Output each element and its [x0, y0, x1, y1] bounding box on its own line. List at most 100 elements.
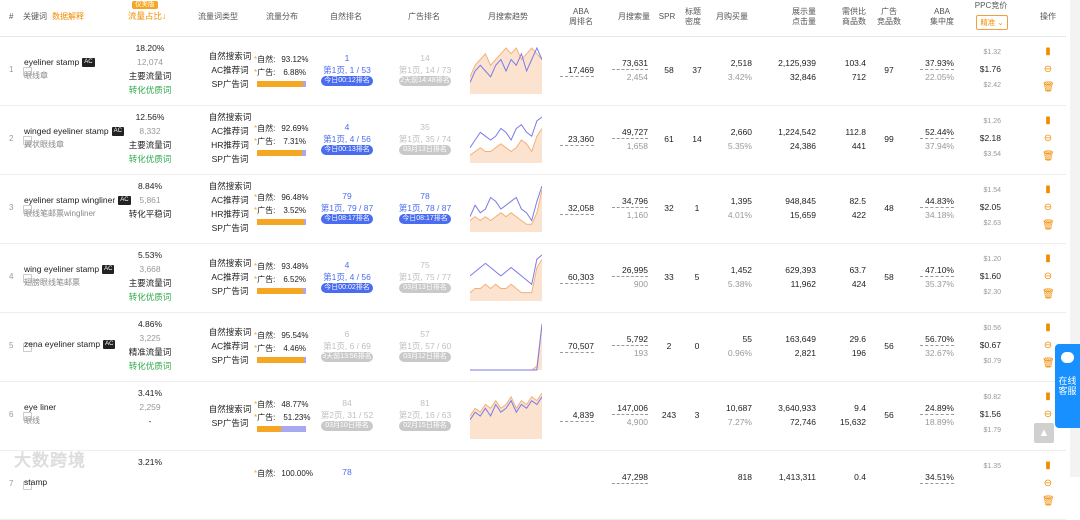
aba-concentration[interactable]: 47.10%	[920, 264, 954, 277]
aba-concentration[interactable]: 56.70%	[920, 333, 954, 346]
natural-share: *自然: 93.48%	[254, 262, 309, 271]
title-density: 3	[694, 410, 700, 420]
trash-icon[interactable]: 🗑	[1042, 496, 1055, 507]
monthly-search[interactable]: 26,995	[612, 264, 648, 277]
aba-rank[interactable]: 70,507	[560, 340, 594, 353]
aba-rank[interactable]: 32,058	[560, 202, 594, 215]
trash-icon[interactable]: 🗑	[1042, 220, 1055, 231]
keyword-text[interactable]: eyeliner stamp AC	[24, 56, 95, 68]
bar-chart-icon[interactable]: ▮	[1045, 184, 1051, 195]
natural-rank[interactable]: 6	[344, 329, 350, 339]
ad-rank[interactable]: 75	[420, 260, 430, 270]
trash-icon[interactable]: 🗑	[1042, 151, 1055, 162]
keyword-text[interactable]: eye liner	[24, 401, 56, 413]
ad-rank-page: 第1页, 75 / 77	[398, 272, 452, 282]
bar-chart-icon[interactable]: ▮	[1045, 46, 1051, 57]
monthly-trend-chart[interactable]	[470, 387, 542, 443]
monthly-search[interactable]: 73,631	[612, 57, 648, 70]
row-checkbox[interactable]	[23, 67, 32, 76]
keyword-text[interactable]: eyeliner stamp wingliner AC	[24, 194, 131, 206]
bar-chart-icon[interactable]: ▮	[1045, 322, 1051, 333]
keyword-text[interactable]: wing eyeliner stamp AC	[24, 263, 115, 275]
monthly-search[interactable]: 47,298	[612, 471, 648, 484]
row-index: 3	[9, 203, 14, 212]
row-checkbox[interactable]	[23, 205, 32, 214]
minus-circle-icon[interactable]: ⊖	[1043, 271, 1053, 282]
row-checkbox[interactable]	[23, 274, 32, 283]
minus-circle-icon[interactable]: ⊖	[1043, 409, 1053, 420]
minus-circle-icon[interactable]: ⊖	[1043, 133, 1053, 144]
ad-rank[interactable]: 14	[420, 53, 430, 63]
aba-concentration[interactable]: 37.93%	[920, 57, 954, 70]
trend-natural-line	[470, 185, 542, 222]
header-traffic-share[interactable]: 流量占比↓	[128, 11, 167, 21]
ad-rank[interactable]: 57	[420, 329, 430, 339]
ad-rank[interactable]: 78	[420, 191, 430, 201]
monthly-search[interactable]: 34,796	[612, 195, 648, 208]
natural-rank[interactable]: 78	[342, 467, 352, 477]
trend-ad-area	[470, 128, 542, 163]
natural-rank[interactable]: 1	[344, 53, 350, 63]
trash-icon[interactable]: 🗑	[1042, 82, 1055, 93]
watermark-logo: 大数跨境	[14, 451, 86, 470]
header-aba-conc: ABA 集中度	[930, 7, 954, 26]
monthly-trend-chart[interactable]	[470, 111, 542, 167]
keyword-text[interactable]: zena eyeliner stamp AC	[24, 338, 116, 350]
minus-circle-icon[interactable]: ⊖	[1043, 64, 1053, 75]
bar-chart-icon[interactable]: ▮	[1045, 115, 1051, 126]
trash-icon[interactable]: 🗑	[1042, 289, 1055, 300]
online-service-button[interactable]: 在线客服	[1055, 344, 1080, 428]
monthly-trend-chart[interactable]	[470, 318, 542, 374]
product-count: 424	[851, 279, 866, 289]
ad-share: *广告: 6.52%	[254, 275, 307, 284]
monthly-trend-chart[interactable]	[470, 180, 542, 236]
ad-rank[interactable]: 81	[420, 398, 430, 408]
bar-chart-icon[interactable]: ▮	[1045, 253, 1051, 264]
minus-circle-icon[interactable]: ⊖	[1043, 478, 1053, 489]
aba-rank[interactable]: 60,303	[560, 271, 594, 284]
back-to-top-button[interactable]: ▲	[1034, 423, 1054, 443]
keyword-type: SP广告词	[211, 355, 249, 365]
aba-rank[interactable]: 17,469	[560, 64, 594, 77]
monthly-purchase: 1,395	[730, 196, 752, 206]
monthly-trend-chart[interactable]	[470, 249, 542, 305]
aba-concentration[interactable]: 52.44%	[920, 126, 954, 139]
purchase-rate: 3.42%	[727, 72, 752, 82]
keyword-text[interactable]: winged eyeliner stamp AC	[24, 125, 124, 137]
keyword-type: 自然搜索词	[208, 51, 252, 61]
row-checkbox[interactable]	[23, 412, 32, 421]
ppc-match-select[interactable]: 精准 ⌄	[976, 15, 1008, 30]
minus-circle-icon[interactable]: ⊖	[1043, 340, 1053, 351]
trash-icon[interactable]: 🗑	[1042, 358, 1055, 369]
ppc-suggested: $1.76	[979, 64, 1001, 74]
aba-concentration[interactable]: 44.83%	[920, 195, 954, 208]
monthly-search[interactable]: 49,727	[612, 126, 648, 139]
minus-circle-icon[interactable]: ⊖	[1043, 202, 1053, 213]
aba-concentration[interactable]: 34.51%	[920, 471, 954, 484]
vertical-scrollbar[interactable]	[1070, 0, 1080, 477]
title-density: 0	[694, 341, 700, 351]
aba-rank[interactable]: 4,839	[560, 409, 594, 422]
ac-badge: AC	[111, 127, 124, 137]
natural-rank[interactable]: 84	[342, 398, 352, 408]
natural-rank[interactable]: 4	[344, 260, 350, 270]
bar-chart-icon[interactable]: ▮	[1045, 460, 1051, 471]
table-row: 4 wing eyeliner stamp AC 翅膀眼线笔邮票 5.53% 3,668 主…	[0, 243, 1066, 313]
monthly-search[interactable]: 147,006	[612, 402, 648, 415]
data-explain-link[interactable]: 数据解释	[52, 12, 84, 21]
natural-rank[interactable]: 4	[344, 122, 350, 132]
monthly-search-sub: 2,454	[626, 72, 648, 82]
monthly-search[interactable]: 5,792	[612, 333, 648, 346]
bar-chart-icon[interactable]: ▮	[1045, 391, 1051, 402]
keyword-text[interactable]: stamp	[24, 476, 47, 488]
aba-concentration[interactable]: 24.89%	[920, 402, 954, 415]
monthly-trend-chart[interactable]	[470, 42, 542, 98]
traffic-share: 3.21%	[137, 457, 163, 467]
natural-rank[interactable]: 79	[342, 191, 352, 201]
traffic-level: 主要流量词	[128, 71, 172, 81]
row-checkbox[interactable]	[23, 136, 32, 145]
aba-rank[interactable]: 23,360	[560, 133, 594, 146]
row-checkbox[interactable]	[23, 343, 32, 352]
ad-rank[interactable]: 35	[420, 122, 430, 132]
ad-competitor-count: 58	[884, 272, 894, 282]
